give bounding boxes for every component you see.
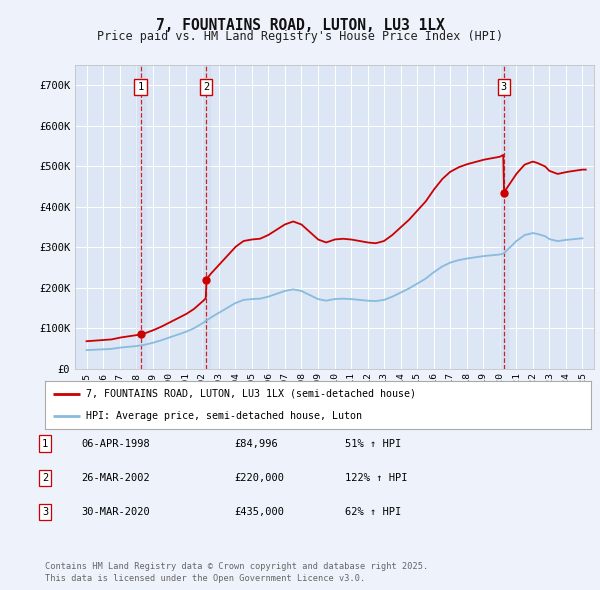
Text: 1: 1 xyxy=(137,82,143,92)
Text: 122% ↑ HPI: 122% ↑ HPI xyxy=(345,473,407,483)
Text: £220,000: £220,000 xyxy=(234,473,284,483)
Bar xyxy=(500,65,508,369)
Text: 26-MAR-2002: 26-MAR-2002 xyxy=(81,473,150,483)
Text: 2: 2 xyxy=(203,82,209,92)
Text: 7, FOUNTAINS ROAD, LUTON, LU3 1LX: 7, FOUNTAINS ROAD, LUTON, LU3 1LX xyxy=(155,18,445,33)
Text: 30-MAR-2020: 30-MAR-2020 xyxy=(81,507,150,517)
Bar xyxy=(136,65,145,369)
Text: 62% ↑ HPI: 62% ↑ HPI xyxy=(345,507,401,517)
Text: Contains HM Land Registry data © Crown copyright and database right 2025.
This d: Contains HM Land Registry data © Crown c… xyxy=(45,562,428,583)
Text: 2: 2 xyxy=(42,473,48,483)
Text: Price paid vs. HM Land Registry's House Price Index (HPI): Price paid vs. HM Land Registry's House … xyxy=(97,30,503,43)
Bar xyxy=(202,65,210,369)
Text: HPI: Average price, semi-detached house, Luton: HPI: Average price, semi-detached house,… xyxy=(86,411,362,421)
Text: 3: 3 xyxy=(501,82,507,92)
Text: 3: 3 xyxy=(42,507,48,517)
Text: 51% ↑ HPI: 51% ↑ HPI xyxy=(345,439,401,448)
Text: 7, FOUNTAINS ROAD, LUTON, LU3 1LX (semi-detached house): 7, FOUNTAINS ROAD, LUTON, LU3 1LX (semi-… xyxy=(86,389,416,399)
Text: £435,000: £435,000 xyxy=(234,507,284,517)
Text: £84,996: £84,996 xyxy=(234,439,278,448)
Text: 06-APR-1998: 06-APR-1998 xyxy=(81,439,150,448)
Text: 1: 1 xyxy=(42,439,48,448)
